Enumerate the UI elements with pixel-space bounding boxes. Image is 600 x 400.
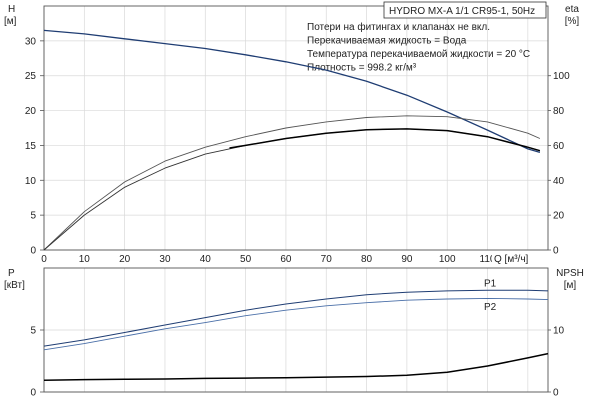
chart-note: Перекачиваемая жидкость = Вода bbox=[307, 36, 467, 47]
series-label-p2: P2 bbox=[484, 302, 497, 313]
series-line-bottom-1 bbox=[43, 297, 549, 351]
x-tick-label: 20 bbox=[119, 254, 131, 265]
plot-frame-top bbox=[43, 5, 549, 251]
y-tick-label: 30 bbox=[25, 36, 37, 47]
x-tick-label: 80 bbox=[361, 254, 373, 265]
x-tick-label: 0 bbox=[41, 254, 47, 265]
x-tick-label: 90 bbox=[401, 254, 413, 265]
chart-title: HYDRO MX-A 1/1 CR95-1, 50Hz bbox=[389, 6, 535, 17]
y2-tick-label: 0 bbox=[553, 246, 559, 257]
y-tick-label: 10 bbox=[25, 176, 37, 187]
p-axis-name: P bbox=[8, 268, 15, 279]
y2-axis-name: eta bbox=[565, 4, 579, 15]
series-line-top-1 bbox=[43, 115, 541, 251]
x-tick-label: 10 bbox=[79, 254, 91, 265]
series-line-top-3 bbox=[229, 128, 541, 152]
y2-tick-label: 20 bbox=[553, 211, 565, 222]
x-axis-label-bg bbox=[492, 252, 548, 264]
npsh-axis-name: NPSH bbox=[556, 268, 584, 279]
y2-tick-label: 60 bbox=[553, 141, 565, 152]
p-tick-label: 0 bbox=[30, 388, 36, 399]
x-tick-label: 40 bbox=[200, 254, 212, 265]
series-label-p1: P1 bbox=[484, 278, 497, 289]
series-line-top-2 bbox=[43, 128, 541, 251]
y-tick-label: 5 bbox=[30, 211, 36, 222]
y-tick-label: 20 bbox=[25, 106, 37, 117]
series-line-bottom-2 bbox=[43, 352, 549, 381]
series-line-bottom-0 bbox=[43, 289, 549, 347]
x-axis-label: Q [м³/ч] bbox=[494, 254, 529, 265]
y-tick-label: 0 bbox=[30, 246, 36, 257]
x-tick-label: 110 bbox=[480, 254, 496, 265]
npsh-tick-label: 10 bbox=[553, 326, 565, 337]
y-axis-unit: [м] bbox=[4, 16, 17, 27]
chart-note: Температура перекачиваемой жидкости = 20… bbox=[307, 49, 530, 60]
p-axis-unit: [кВт] bbox=[4, 280, 25, 291]
y-tick-label: 15 bbox=[25, 141, 37, 152]
npsh-tick-label: 0 bbox=[553, 388, 559, 399]
y-tick-label: 25 bbox=[25, 71, 37, 82]
x-tick-label: 50 bbox=[240, 254, 252, 265]
series-line-top-0 bbox=[43, 29, 541, 154]
p-tick-label: 5 bbox=[30, 326, 36, 337]
y2-tick-label: 40 bbox=[553, 176, 565, 187]
y-axis-name: H bbox=[8, 4, 15, 15]
y2-axis-unit: [%] bbox=[565, 16, 580, 27]
x-tick-label: 30 bbox=[159, 254, 171, 265]
chart-note: Плотность = 998.2 кг/м³ bbox=[307, 63, 417, 74]
chart-note: Потери на фитингах и клапанах не вкл. bbox=[307, 21, 490, 33]
x-tick-label: 60 bbox=[280, 254, 292, 265]
y2-tick-label: 80 bbox=[553, 106, 565, 117]
y2-tick-label: 100 bbox=[553, 71, 570, 82]
x-tick-label: 100 bbox=[439, 254, 456, 265]
x-tick-label: 70 bbox=[321, 254, 333, 265]
npsh-axis-unit: [м] bbox=[564, 280, 577, 291]
title-box bbox=[383, 1, 547, 19]
